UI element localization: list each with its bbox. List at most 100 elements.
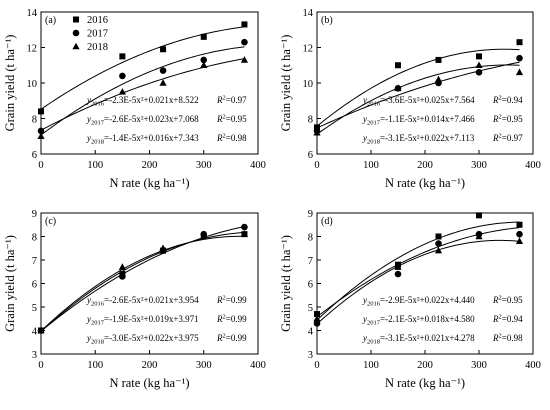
x-tick-label: 300	[196, 160, 212, 171]
data-point-2018	[313, 128, 321, 136]
equation-expr: =-3.1E-5x²+0.021x+4.278	[380, 333, 475, 343]
r2-exponent: 2	[223, 333, 226, 340]
panel-label: (a)	[45, 15, 56, 26]
y-axis-title: Grain yield (t ha⁻¹)	[279, 235, 293, 332]
equation-expr: =-2.6E-5x²+0.021x+3.954	[104, 295, 199, 305]
r2-value: =0.99	[226, 295, 247, 305]
regression-equation: y2018=-3.1E-5x²+0.022x+7.113	[362, 133, 475, 146]
y-tick-label: 12	[27, 44, 38, 55]
legend-marker	[73, 16, 79, 23]
equation-year: 2018	[91, 139, 104, 146]
fit-curve-2017	[316, 227, 520, 318]
y-tick-label: 8	[32, 233, 37, 244]
equation-year: 2017	[91, 320, 105, 327]
equation-y: y	[86, 114, 91, 124]
r2-value: =0.98	[226, 133, 247, 143]
regression-equation: y2017=-1.1E-5x²+0.014x+7.466	[362, 114, 475, 127]
r2-exponent: 2	[223, 95, 226, 102]
equation-y: y	[362, 95, 367, 105]
equation-expr: =-2.9E-5x²+0.022x+4.440	[380, 295, 475, 305]
data-point-2016	[476, 53, 482, 60]
equation-year: 2018	[91, 339, 104, 346]
fit-curve-2016	[316, 221, 520, 321]
data-point-2017	[37, 127, 45, 135]
fit-curve-2018	[316, 64, 520, 135]
r2-value: =0.99	[226, 314, 247, 324]
data-point-2016	[200, 33, 207, 40]
x-tick-label: 0	[38, 360, 43, 371]
panel-d: 0 100 200 300 400 3 4 5 6 7 8 9 N rate (kg ha⁻¹) Grai…	[279, 209, 541, 390]
equation-year: 2016	[91, 301, 105, 308]
regression-equation: y2018=-1.4E-5x²+0.016x+7.343	[86, 133, 199, 146]
y-tick-label: 4	[32, 327, 38, 338]
panel-label: (b)	[321, 15, 333, 26]
equation-y: y	[362, 333, 367, 343]
data-point-2018	[394, 263, 402, 270]
r2-exponent: 2	[499, 114, 502, 121]
data-point-2018	[240, 56, 249, 63]
r-squared: R2=0.99	[216, 314, 247, 325]
y-axis-title: Grain yield (t ha⁻¹)	[3, 235, 17, 332]
data-point-2017	[475, 69, 483, 76]
r2-exponent: 2	[223, 114, 226, 121]
equation-expr: =-2.1E-5x²+0.018x+4.580	[380, 314, 475, 324]
data-point-2017	[394, 270, 402, 278]
data-point-2018	[515, 68, 524, 76]
data-point-2016	[38, 108, 44, 115]
fit-curve-2016	[316, 48, 520, 127]
y-tick-label: 14	[27, 8, 38, 19]
r-squared: R2=0.95	[492, 114, 523, 125]
r2-symbol: R	[216, 314, 223, 324]
data-point-2018	[200, 61, 208, 69]
r2-symbol: R	[216, 295, 223, 305]
equation-expr: =-1.4E-5x²+0.016x+7.343	[104, 133, 199, 143]
data-point-2018	[475, 61, 483, 69]
r2-symbol: R	[492, 95, 499, 105]
r-squared: R2=0.99	[216, 295, 247, 306]
fit-curve-2017	[316, 61, 520, 129]
legend-label: 2018	[87, 42, 108, 53]
r2-value: =0.94	[502, 314, 523, 324]
r2-symbol: R	[216, 333, 223, 343]
x-tick-label: 400	[250, 160, 266, 171]
data-point-2018	[159, 244, 167, 252]
data-point-2017	[119, 72, 126, 80]
equation-year: 2016	[91, 101, 105, 108]
r2-exponent: 2	[223, 133, 226, 140]
regression-equation: y2016=-3.6E-5x²+0.025x+7.564	[362, 95, 475, 108]
x-tick-label: 200	[417, 360, 433, 371]
equation-year: 2016	[367, 101, 381, 108]
y-tick-label: 6	[308, 280, 313, 291]
x-tick-label: 0	[38, 160, 43, 171]
y-tick-label: 7	[308, 256, 313, 267]
y-tick-label: 8	[32, 115, 37, 126]
data-point-2016	[119, 53, 126, 60]
data-point-2016	[241, 21, 248, 28]
x-tick-label: 400	[525, 360, 541, 371]
equation-year: 2017	[91, 120, 105, 127]
r2-exponent: 2	[223, 314, 226, 321]
r2-value: =0.97	[226, 95, 247, 105]
r-squared: R2=0.97	[492, 133, 523, 144]
equation-expr: =-3.0E-5x²+0.022x+3.975	[104, 333, 199, 343]
r2-exponent: 2	[499, 133, 502, 140]
equation-y: y	[362, 295, 367, 305]
equation-expr: =-2.3E-5x²+0.021x+8.522	[104, 95, 199, 105]
data-point-2017	[241, 38, 248, 46]
regression-equation: y2017=-2.1E-5x²+0.018x+4.580	[362, 314, 475, 327]
r2-symbol: R	[492, 314, 499, 324]
data-point-2017	[516, 230, 523, 238]
y-axis-title: Grain yield (t ha⁻¹)	[3, 35, 17, 132]
y-tick-label: 6	[32, 150, 37, 161]
y-tick-label: 7	[32, 256, 37, 267]
data-point-2016	[435, 233, 442, 240]
data-point-2017	[435, 240, 442, 247]
r2-exponent: 2	[499, 295, 502, 302]
y-tick-label: 10	[303, 79, 314, 90]
r2-exponent: 2	[223, 295, 226, 302]
r2-symbol: R	[492, 114, 499, 124]
equation-y: y	[86, 314, 91, 324]
r2-value: =0.95	[502, 295, 523, 305]
panel-label: (d)	[321, 216, 333, 227]
regression-equation: y2016=-2.3E-5x²+0.021x+8.522	[86, 95, 199, 108]
